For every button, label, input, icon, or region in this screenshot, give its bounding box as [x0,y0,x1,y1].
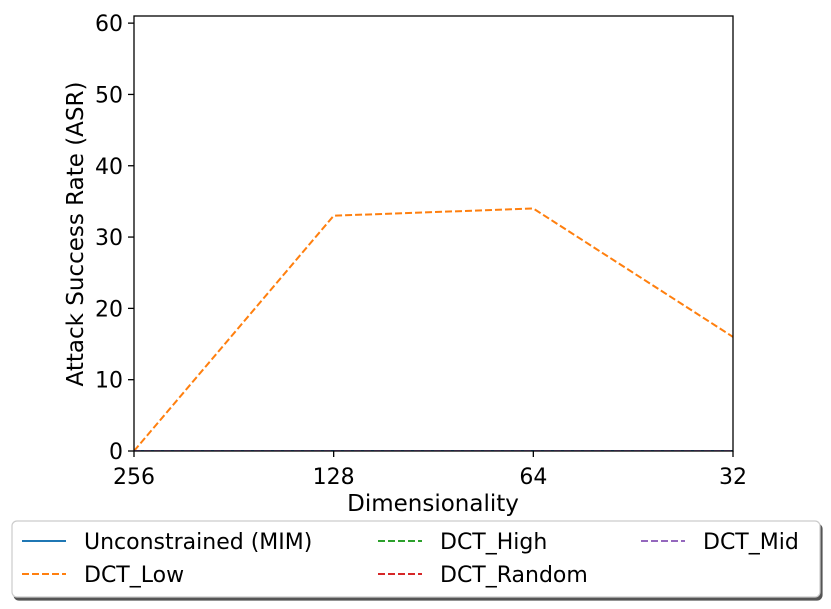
y-tick-label: 60 [95,12,123,37]
y-tick-label: 40 [95,155,123,180]
x-tick-label: 64 [519,465,547,490]
legend-item: Unconstrained (MIM) [22,530,312,555]
x-tick-label: 32 [719,465,747,490]
y-tick-label: 10 [95,369,123,394]
legend-label: Unconstrained (MIM) [84,530,312,555]
legend-label: DCT_High [440,530,547,555]
x-tick-label: 128 [313,465,355,490]
y-tick-label: 0 [109,440,123,465]
legend-label: DCT_Low [84,563,184,588]
x-axis: 256 128 64 32 [113,451,747,490]
legend-item: DCT_High [378,530,547,555]
y-tick-label: 50 [95,83,123,108]
legend-item: DCT_Random [378,563,588,588]
legend-label: DCT_Random [440,563,588,588]
legend-box [11,520,821,598]
y-tick-label: 20 [95,297,123,322]
legend-item: DCT_Mid [641,530,799,555]
y-axis: 0 10 20 30 40 50 60 [95,12,134,465]
legend-item: DCT_Low [22,563,184,588]
y-tick-label: 30 [95,226,123,251]
series-line-dct-low [134,207,733,451]
x-axis-label: Dimensionality [347,491,519,517]
series-layer [134,207,733,451]
x-tick-label: 256 [113,465,155,490]
legend-label: DCT_Mid [703,530,799,555]
legend: Unconstrained (MIM) DCT_Low DCT_High DCT_Ra… [11,520,821,598]
y-axis-label: Attack Success Rate (ASR) [63,82,89,387]
plot-frame [133,15,734,452]
